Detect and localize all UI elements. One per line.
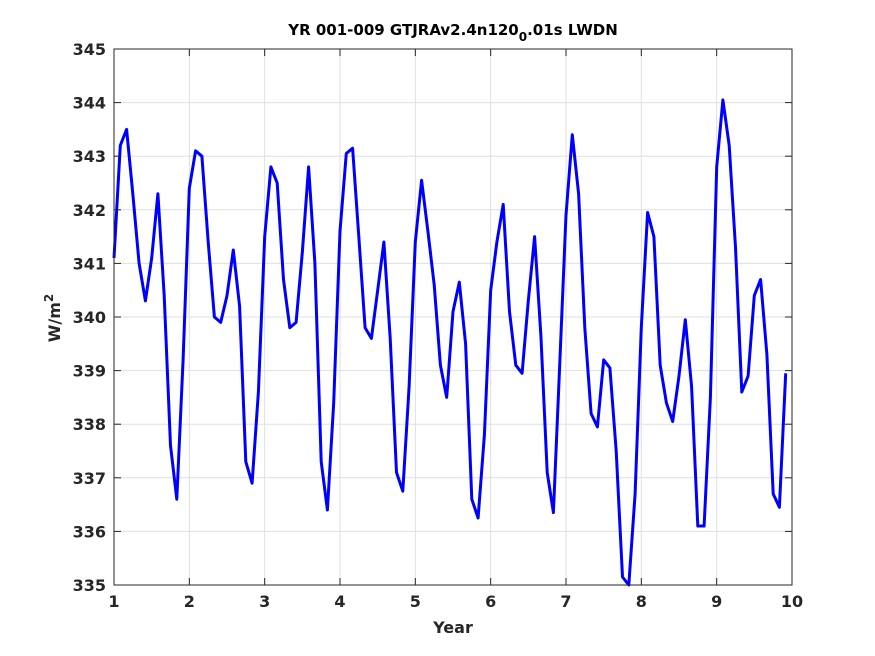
y-tick-label: 336 — [73, 522, 106, 541]
x-tick-label: 4 — [334, 592, 345, 611]
y-tick-label: 342 — [73, 201, 106, 220]
x-tick-label: 8 — [636, 592, 647, 611]
x-tick-label: 7 — [560, 592, 571, 611]
tick-marks — [113, 48, 793, 586]
y-tick-label: 338 — [73, 415, 106, 434]
x-tick-label: 5 — [410, 592, 421, 611]
x-tick-label: 3 — [259, 592, 270, 611]
chart-title-main: YR 001-009 GTJRAv2.4n120 — [287, 21, 519, 39]
x-axis-label: Year — [432, 618, 473, 637]
x-tick-label: 10 — [781, 592, 803, 611]
y-axis-label-superscript: 2 — [42, 294, 56, 302]
y-axis-label: W/m2 — [42, 294, 64, 343]
x-tick-label: 6 — [485, 592, 496, 611]
x-tick-label: 9 — [711, 592, 722, 611]
y-tick-label: 344 — [73, 94, 106, 113]
chart-title-tail: .01s LWDN — [527, 21, 618, 39]
series-line — [112, 98, 788, 587]
y-tick-label: 343 — [73, 147, 106, 166]
series-group — [112, 98, 788, 587]
y-tick-label: 341 — [73, 254, 106, 273]
x-tick-labels: 1 2 3 4 5 6 7 8 9 10 — [108, 592, 803, 611]
y-axis-label-base: W/m — [45, 302, 64, 342]
chart-title: YR 001-009 GTJRAv2.4n1200.01s LWDN — [287, 21, 618, 44]
x-tick-label: 1 — [108, 592, 119, 611]
x-tick-label: 2 — [184, 592, 195, 611]
y-tick-label: 339 — [73, 362, 106, 381]
y-tick-label: 335 — [73, 576, 106, 595]
y-tick-label: 337 — [73, 469, 106, 488]
y-tick-label: 345 — [73, 40, 106, 59]
y-tick-labels: 335 336 337 338 339 340 341 342 343 344 345 — [73, 40, 106, 595]
chart-title-subscript: 0 — [519, 30, 527, 44]
y-tick-label: 340 — [73, 308, 106, 327]
